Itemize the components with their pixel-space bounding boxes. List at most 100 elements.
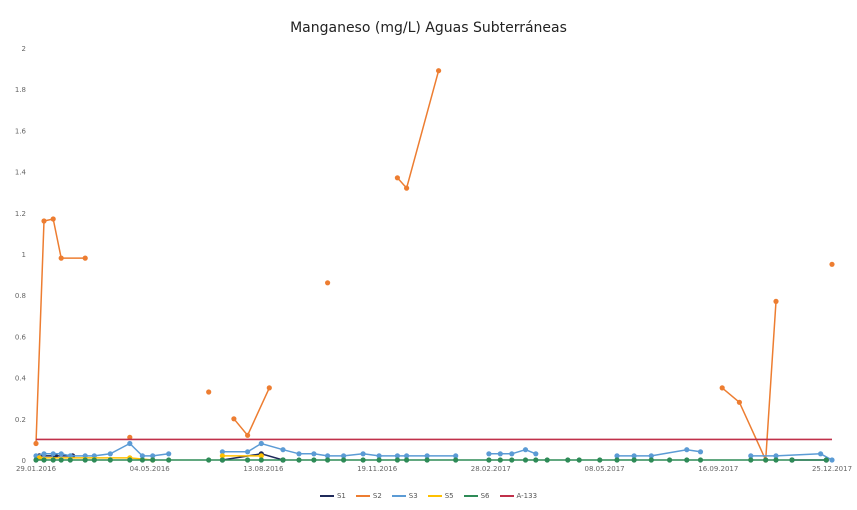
data-point-s6 [565,457,571,463]
data-point-s2 [325,280,331,286]
data-point-s6 [497,457,503,463]
data-point-s6 [404,457,410,463]
data-point-s6 [82,457,88,463]
data-point-s2 [404,185,410,191]
x-tick-label: 13.08.2016 [243,465,284,473]
data-point-s6 [107,457,113,463]
data-point-s6 [597,457,603,463]
y-tick-label: 1.4 [15,169,27,177]
data-point-s3 [522,447,529,453]
data-point-s3 [533,451,539,457]
data-point-s2 [829,261,835,267]
data-point-s3 [341,453,347,459]
data-point-s3 [325,453,331,459]
data-point-s3 [50,451,56,457]
data-point-s2 [266,385,272,391]
data-point-s3 [127,440,133,447]
data-point-s6 [150,457,156,463]
data-point-s3 [631,453,637,459]
legend-item-a-133: A-133 [499,492,538,500]
legend-label: S1 [336,492,346,500]
legend-item-s5: S5 [427,492,454,500]
data-point-s6 [424,457,430,463]
legend-label: S3 [408,492,418,500]
data-point-s6 [631,457,637,463]
data-point-s2 [127,434,133,440]
data-point-s6 [58,457,64,463]
data-point-s2 [206,389,212,395]
data-point-s3 [245,449,251,455]
legend-swatch [355,495,370,497]
data-point-s3 [424,453,430,459]
data-point-s6 [360,457,366,463]
data-point-s3 [648,453,654,459]
data-point-s6 [773,457,779,463]
data-point-s6 [50,457,56,463]
data-point-s3 [497,451,503,457]
y-tick-label: 1.8 [15,86,26,94]
y-tick-label: 0.2 [15,416,26,424]
data-point-s6 [486,457,492,463]
data-point-s3 [404,453,410,459]
chart-title: Manganeso (mg/L) Aguas Subterráneas [290,20,567,36]
legend-swatch [427,495,442,497]
series-line-s3 [35,442,169,457]
data-point-s6 [311,457,317,463]
data-point-s6 [648,457,654,463]
data-point-s5 [258,453,264,459]
data-point-s6 [376,457,382,463]
x-tick-label: 19.11.2016 [357,465,398,473]
data-point-s3 [614,453,620,459]
data-point-s3 [107,451,113,457]
data-point-s6 [166,457,172,463]
data-point-s6 [280,457,286,463]
data-point-s6 [67,457,73,463]
y-tick-label: 0.8 [15,292,26,300]
data-point-s2 [736,399,743,405]
data-point-s3 [219,449,225,455]
data-point-s2 [82,255,88,261]
series-line-s2 [396,70,440,190]
data-point-s6 [509,457,515,463]
legend-item-s1: S1 [319,492,346,500]
data-point-s6 [697,457,704,463]
data-point-s3 [311,451,317,457]
data-point-s3 [41,451,47,457]
y-tick-label: 1.6 [15,127,27,135]
data-point-s2 [773,298,779,304]
legend-swatch [391,495,406,497]
series-s3 [33,440,835,463]
legend-swatch [319,495,334,497]
data-point-s6 [139,457,145,463]
y-tick-label: 1.2 [15,210,26,218]
legend-swatch [499,495,514,497]
x-tick-label: 25.12.2017 [812,465,852,473]
data-point-s2 [58,255,64,261]
data-point-s3 [280,447,286,453]
data-point-s6 [614,457,620,463]
data-point-s6 [219,457,225,463]
legend-item-s6: S6 [463,492,490,500]
data-point-s5 [219,453,225,459]
data-point-s2 [33,440,39,447]
data-point-s6 [394,457,400,463]
data-point-s6 [823,457,829,463]
data-point-s3 [818,451,824,457]
data-point-s3 [258,440,264,447]
data-point-s3 [166,451,172,457]
data-point-s3 [150,453,156,459]
data-point-s3 [376,453,382,459]
data-point-s2 [245,432,251,438]
y-tick-label: 1 [22,251,26,259]
series-line-s2 [721,301,777,461]
x-tick-label: 29.01.2016 [16,465,57,473]
data-point-s6 [41,457,47,463]
series-line-s1 [222,453,284,461]
legend-label: A-133 [516,492,538,500]
legend-label: S2 [372,492,382,500]
data-point-s6 [91,457,97,463]
legend-label: S5 [444,492,454,500]
legend-label: S6 [480,492,490,500]
data-point-s6 [258,457,264,463]
x-tick-label: 04.05.2016 [130,465,171,473]
